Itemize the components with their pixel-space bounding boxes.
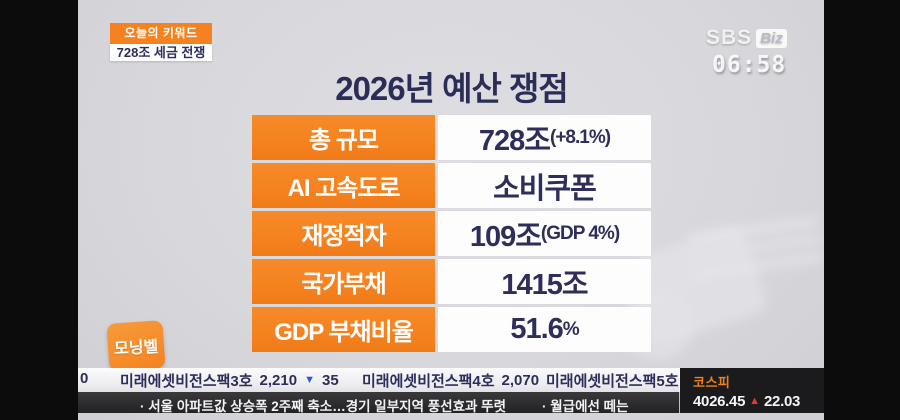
keyword-badge: 오늘의 키워드 728조 세금 전쟁: [110, 23, 212, 61]
program-logo-text: 모닝벨: [113, 338, 159, 359]
table-row-value: 728조 (+8.1%): [438, 115, 651, 160]
channel-logo: SBS Biz: [706, 26, 824, 50]
ticker-item: 미래에셋비전스팩5호: [546, 370, 679, 391]
table-row-label: GDP 부채비율: [252, 307, 435, 352]
ticker-item-price: 2,070: [501, 372, 540, 389]
headline-ticker-bar: · 서울 아파트값 상승폭 2주째 축소…경기 일부지역 풍선효과 뚜렷 · 월…: [78, 392, 824, 414]
headline-item: · 서울 아파트값 상승폭 2주째 축소…경기 일부지역 풍선효과 뚜렷: [140, 399, 507, 414]
table-row-value: 1415조: [438, 259, 651, 304]
ticker-item-name: 미래에셋비전스팩4호: [362, 373, 495, 390]
ticker-item-name: 미래에셋비전스팩3호: [120, 373, 253, 390]
keyword-badge-label: 오늘의 키워드: [110, 23, 212, 44]
ticker-leading-fragment: 0: [80, 370, 89, 387]
channel-logo-main: SBS: [706, 26, 753, 49]
ticker-item-name: 미래에셋비전스팩5호: [546, 373, 679, 390]
table-row-value: 소비쿠폰: [438, 163, 651, 208]
kospi-label: 코스피: [693, 375, 731, 390]
down-triangle-icon: [304, 375, 315, 386]
page-title: 2026년 예산 쟁점: [335, 70, 569, 107]
kospi-change: 22.03: [764, 393, 801, 410]
channel-bug: SBS Biz 06:58: [706, 26, 824, 78]
headline-item: · 월급에선 떼는: [542, 399, 629, 414]
ticker-item: 미래에셋비전스팩3호 2,210 35: [120, 370, 339, 391]
ticker-item-change: 35: [321, 372, 339, 389]
ticker-item: 미래에셋비전스팩4호 2,070: [362, 370, 539, 391]
up-triangle-icon: [749, 396, 760, 407]
budget-table: 총 규모 728조 (+8.1%) AI 고속도로 소비쿠폰 재정적자 109조(…: [252, 115, 651, 352]
channel-logo-sub: Biz: [756, 28, 787, 48]
table-row-label: 총 규모: [252, 115, 435, 160]
keyword-badge-value: 728조 세금 전쟁: [110, 44, 212, 61]
onscreen-clock: 06:58: [712, 52, 787, 78]
kospi-index-box: 코스피 4026.45 22.03: [680, 368, 824, 413]
table-row-value: 109조 (GDP 4%): [438, 211, 651, 256]
kospi-value: 4026.45: [693, 393, 746, 410]
table-row-value: 51.6%: [438, 307, 651, 352]
video-content-area: 오늘의 키워드 728조 세금 전쟁 SBS Biz 06:58 2026년 예…: [78, 0, 824, 420]
table-row-label: 국가부채: [252, 259, 435, 304]
program-logo: 모닝벨: [106, 320, 166, 372]
table-row-label: 재정적자: [252, 211, 435, 256]
ticker-item-price: 2,210: [259, 372, 298, 389]
table-row-label: AI 고속도로: [252, 163, 435, 208]
kospi-quote: 4026.45 22.03: [693, 393, 824, 410]
watermark-shape: [687, 216, 819, 244]
